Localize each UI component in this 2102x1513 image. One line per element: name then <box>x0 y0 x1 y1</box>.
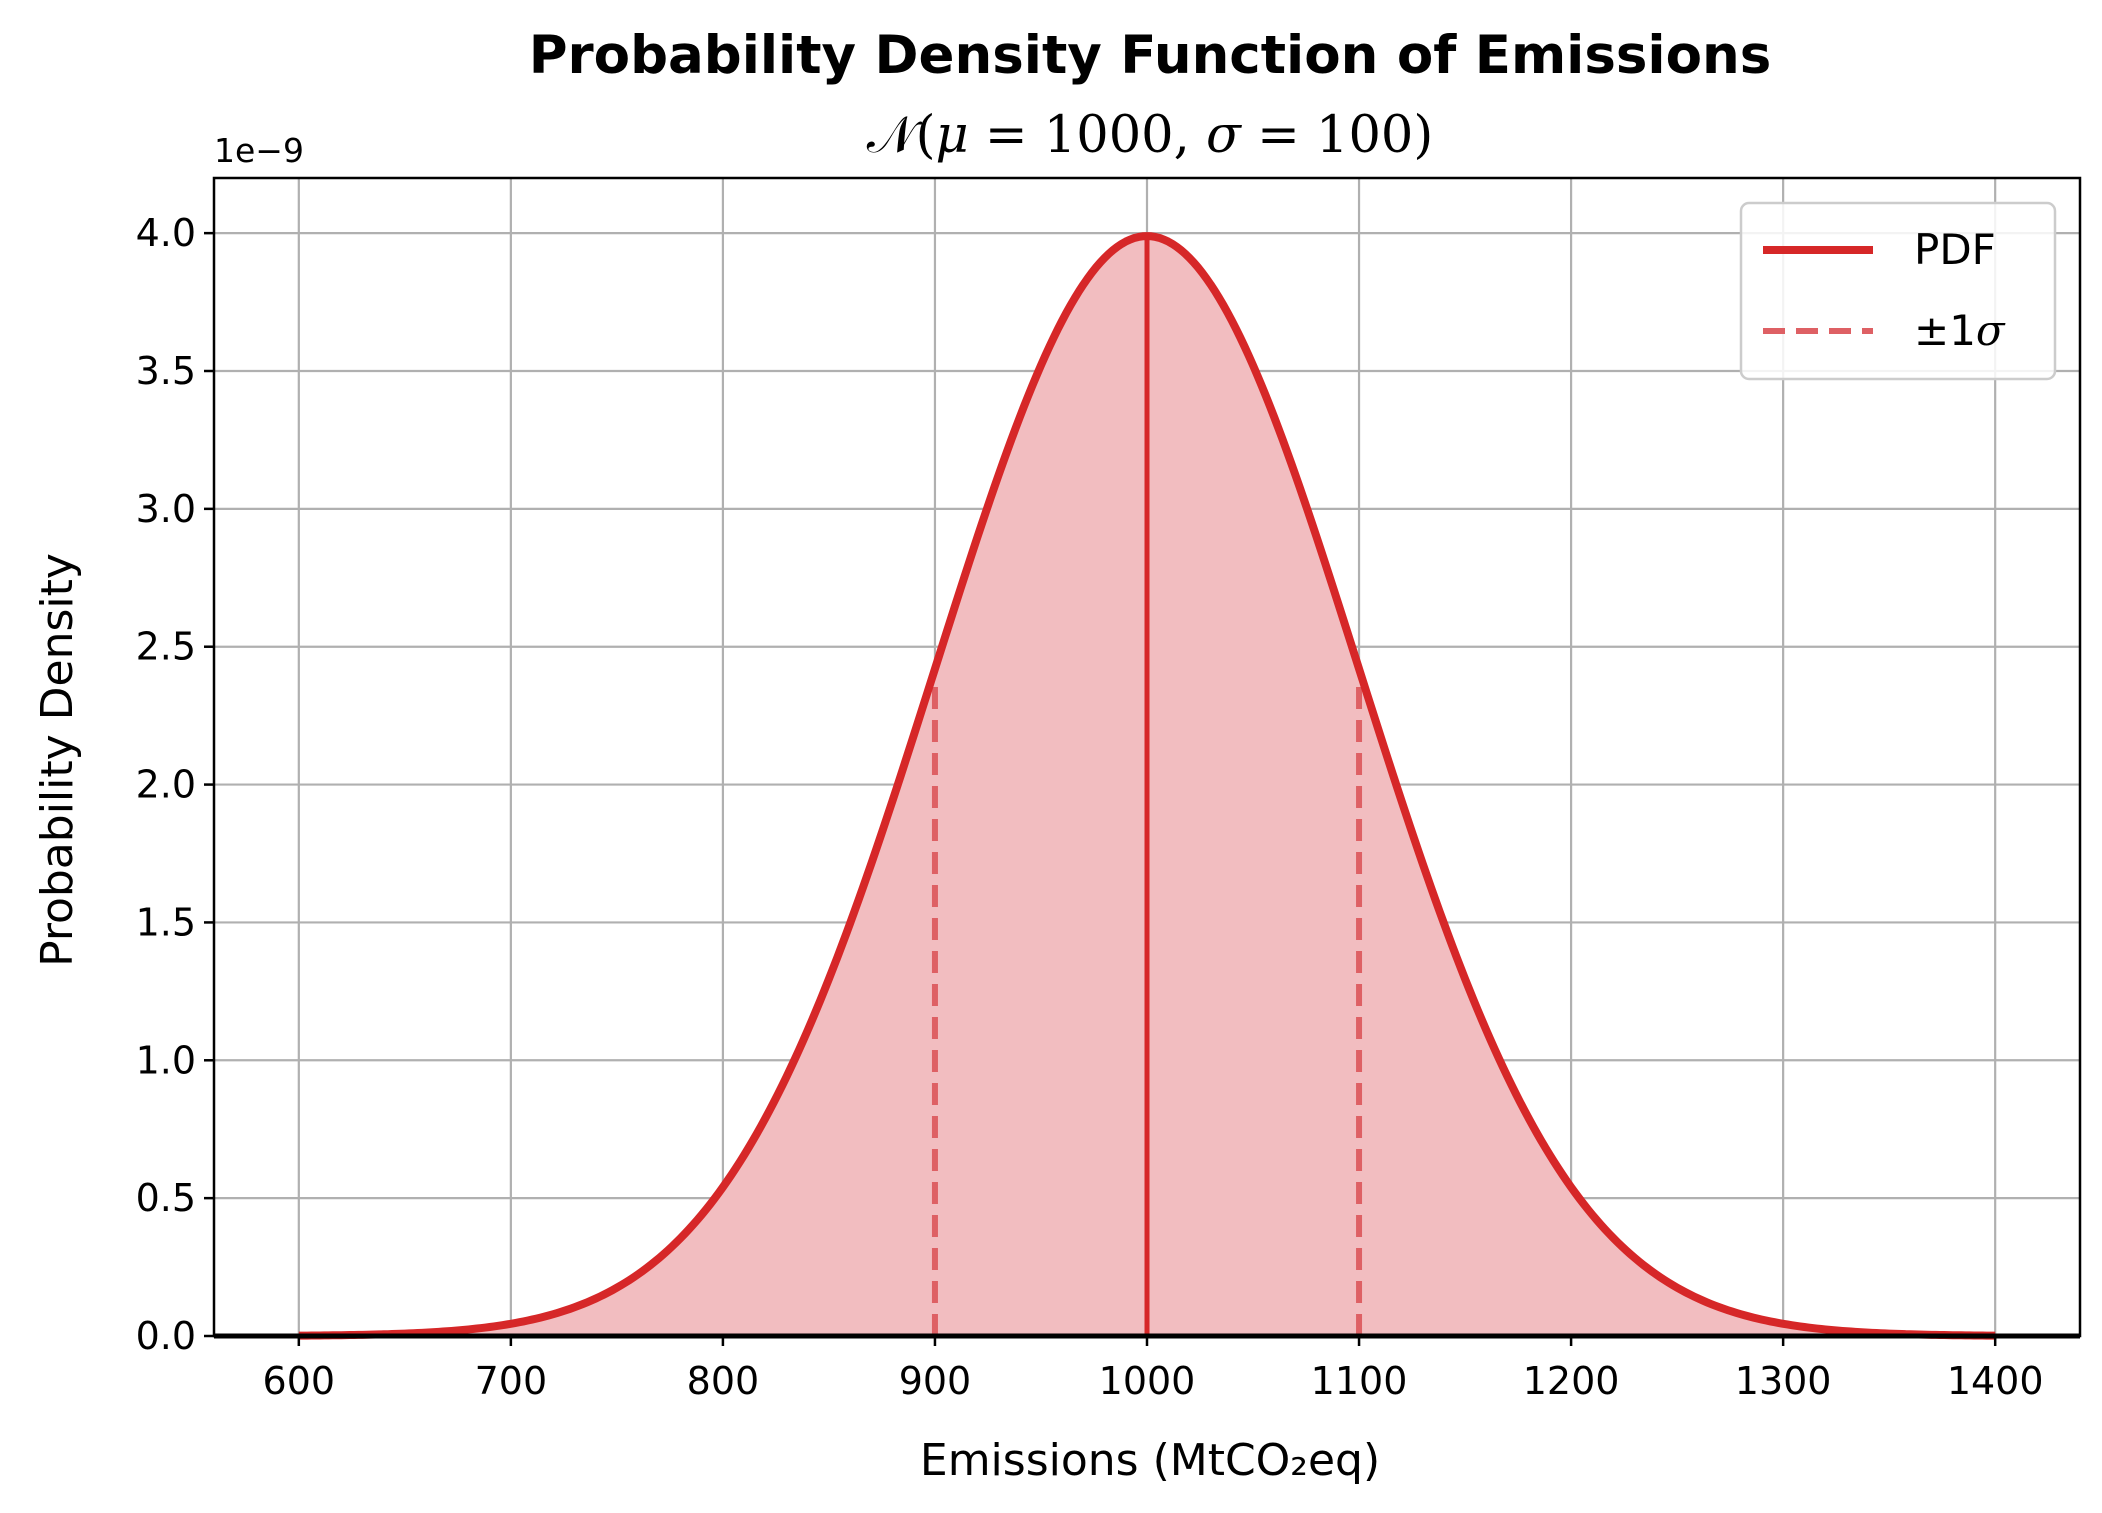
legend-sigma-label: ±1σ <box>1914 306 2006 355</box>
y-tick-label: 2.0 <box>136 763 196 807</box>
x-tick-label: 1100 <box>1311 1359 1408 1403</box>
legend: PDF ±1σ <box>1739 201 2057 381</box>
y-tick-label: 0.0 <box>136 1314 196 1358</box>
x-axis-label: Emissions (MtCO₂eq) <box>920 1435 1380 1486</box>
chart-subtitle: 𝒩(μ = 1000, σ = 100) <box>867 106 1434 165</box>
y-offset-text: 1e−9 <box>214 131 304 170</box>
x-tick-label: 600 <box>263 1359 336 1403</box>
x-tick-label: 800 <box>687 1359 760 1403</box>
subtitle-mu: μ <box>936 106 969 165</box>
y-tick-label: 4.0 <box>136 211 196 255</box>
legend-pdf-label: PDF <box>1914 225 1996 274</box>
y-ticks: 0.0 0.5 1.0 1.5 2.0 2.5 3.0 3.5 4.0 <box>136 211 214 1358</box>
y-tick-label: 1.5 <box>136 900 196 944</box>
x-tick-label: 1000 <box>1099 1359 1196 1403</box>
subtitle-script-n: 𝒩 <box>867 106 923 165</box>
subtitle-sigma-value: = 100) <box>1241 106 1433 165</box>
subtitle-open-paren: ( <box>916 106 936 165</box>
legend-sigma-italic: σ <box>1976 306 2006 355</box>
y-tick-label: 3.0 <box>136 487 196 531</box>
legend-frame <box>1739 201 2057 381</box>
x-ticks: 600 700 800 900 1000 1100 1200 1300 1400 <box>263 1336 2044 1403</box>
x-tick-label: 900 <box>899 1359 972 1403</box>
y-tick-label: 1.0 <box>136 1038 196 1082</box>
legend-sigma-plain: ±1 <box>1914 306 1976 355</box>
x-tick-label: 1400 <box>1947 1359 2044 1403</box>
y-tick-label: 2.5 <box>136 625 196 669</box>
pdf-curve <box>298 232 1996 1340</box>
x-tick-label: 1200 <box>1523 1359 1620 1403</box>
sigma-lines <box>931 685 1363 1336</box>
subtitle-mu-value: = 1000, <box>969 106 1206 165</box>
x-tick-label: 700 <box>475 1359 548 1403</box>
y-axis-label: Probability Density <box>32 553 83 967</box>
x-tick-label: 1300 <box>1735 1359 1832 1403</box>
y-tick-label: 0.5 <box>136 1176 196 1220</box>
y-tick-label: 3.5 <box>136 349 196 393</box>
chart-title: Probability Density Function of Emission… <box>529 25 1772 86</box>
subtitle-sigma: σ <box>1206 106 1242 165</box>
